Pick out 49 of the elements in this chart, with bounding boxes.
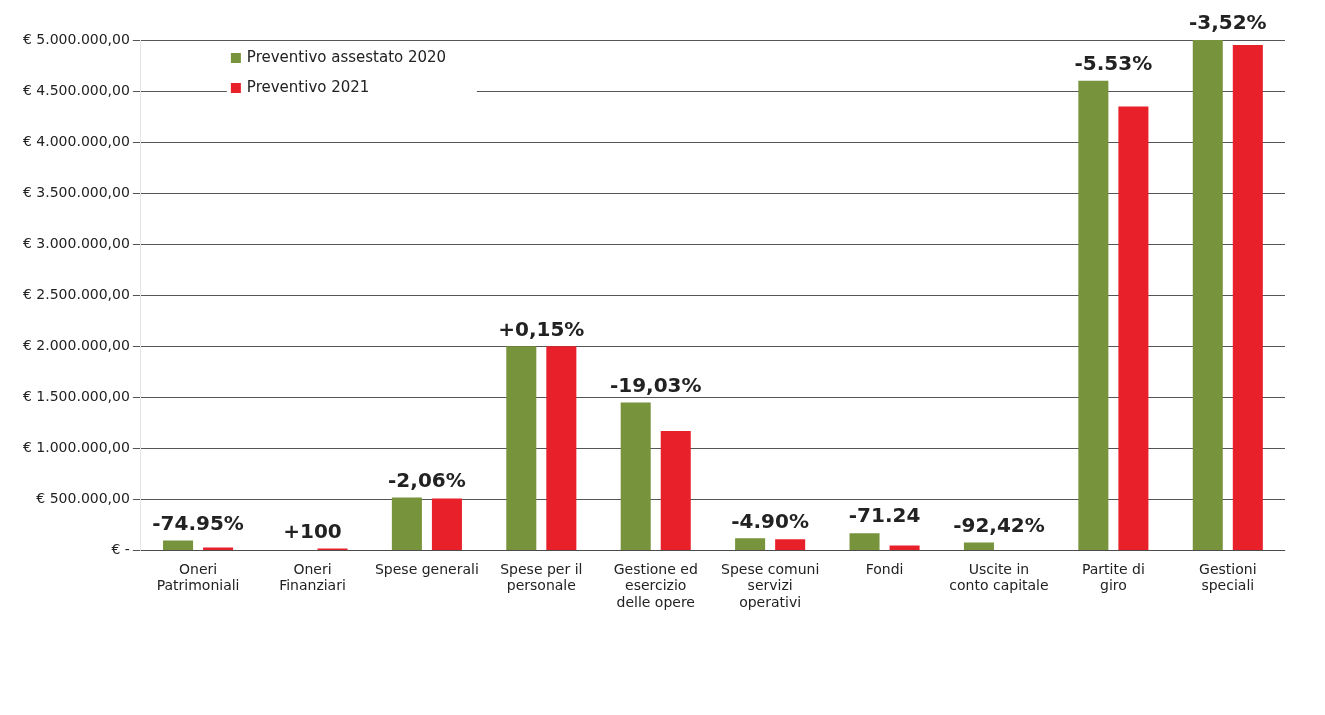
annotation: -92,42% bbox=[953, 512, 1045, 537]
bar bbox=[163, 540, 194, 551]
x-tick-label: Gestione ed esercizio delle opere bbox=[613, 560, 698, 611]
x-tick-label: Gestioni speciali bbox=[1199, 560, 1257, 594]
bar bbox=[849, 533, 880, 551]
y-tick-label: € 4.000.000,00 bbox=[23, 132, 130, 149]
x-tick-label: Partite di giro bbox=[1081, 560, 1145, 594]
annotation: -19,03% bbox=[609, 372, 702, 397]
y-tick-label: € 5.000.000,00 bbox=[23, 30, 130, 47]
bar bbox=[391, 497, 422, 551]
y-tick-label: € 1.500.000,00 bbox=[23, 388, 130, 405]
x-tick-label: Uscite in conto capitale bbox=[949, 560, 1049, 594]
text: -3,52% bbox=[1188, 10, 1267, 35]
bar bbox=[1192, 40, 1223, 551]
annotation: +0,15% bbox=[498, 316, 585, 341]
legend-label: Preventivo 2021 bbox=[246, 77, 370, 96]
bar bbox=[735, 538, 766, 551]
y-tick-label: € - bbox=[111, 541, 130, 558]
bar bbox=[889, 545, 920, 551]
annotation: -2,06% bbox=[388, 467, 466, 492]
x-tick-label: Oneri Patrimoniali bbox=[156, 560, 240, 594]
y-tick-label: € 500.000,00 bbox=[36, 490, 130, 507]
bar bbox=[1232, 45, 1263, 551]
y-tick-label: € 3.500.000,00 bbox=[23, 183, 130, 200]
y-tick-label: € 1.000.000,00 bbox=[23, 439, 130, 456]
y-tick-label: € 3.000.000,00 bbox=[23, 234, 130, 251]
bar bbox=[620, 402, 651, 551]
y-tick-label: € 2.000.000,00 bbox=[23, 337, 130, 353]
annotation: +100 bbox=[283, 518, 342, 543]
y-tick-label: € 4.500.000,00 bbox=[23, 81, 130, 98]
y-tick-label: € 2.500.000,00 bbox=[23, 285, 130, 302]
x-tick-label: Spese generali bbox=[374, 560, 479, 577]
bar bbox=[775, 539, 806, 551]
bar bbox=[431, 498, 462, 551]
annotation: -5.53% bbox=[1074, 51, 1153, 76]
bar bbox=[963, 542, 994, 551]
annotation: -74.95% bbox=[152, 510, 244, 535]
x-tick-label: Fondi bbox=[865, 560, 904, 577]
bar bbox=[660, 431, 691, 551]
bar bbox=[506, 346, 537, 551]
annotation: -4.90% bbox=[731, 508, 809, 533]
x-tick-label: Spese per il personale bbox=[500, 560, 583, 594]
x-tick-label: Oneri Finanziari bbox=[279, 560, 346, 594]
bar bbox=[1078, 80, 1109, 551]
legend-label: Preventivo assestato 2020 bbox=[246, 47, 447, 66]
bar bbox=[546, 346, 577, 551]
annotation: -71.24 bbox=[848, 503, 921, 528]
bar bbox=[1118, 106, 1149, 551]
x-tick-label: Spese comuni servizi operativi bbox=[721, 560, 820, 611]
